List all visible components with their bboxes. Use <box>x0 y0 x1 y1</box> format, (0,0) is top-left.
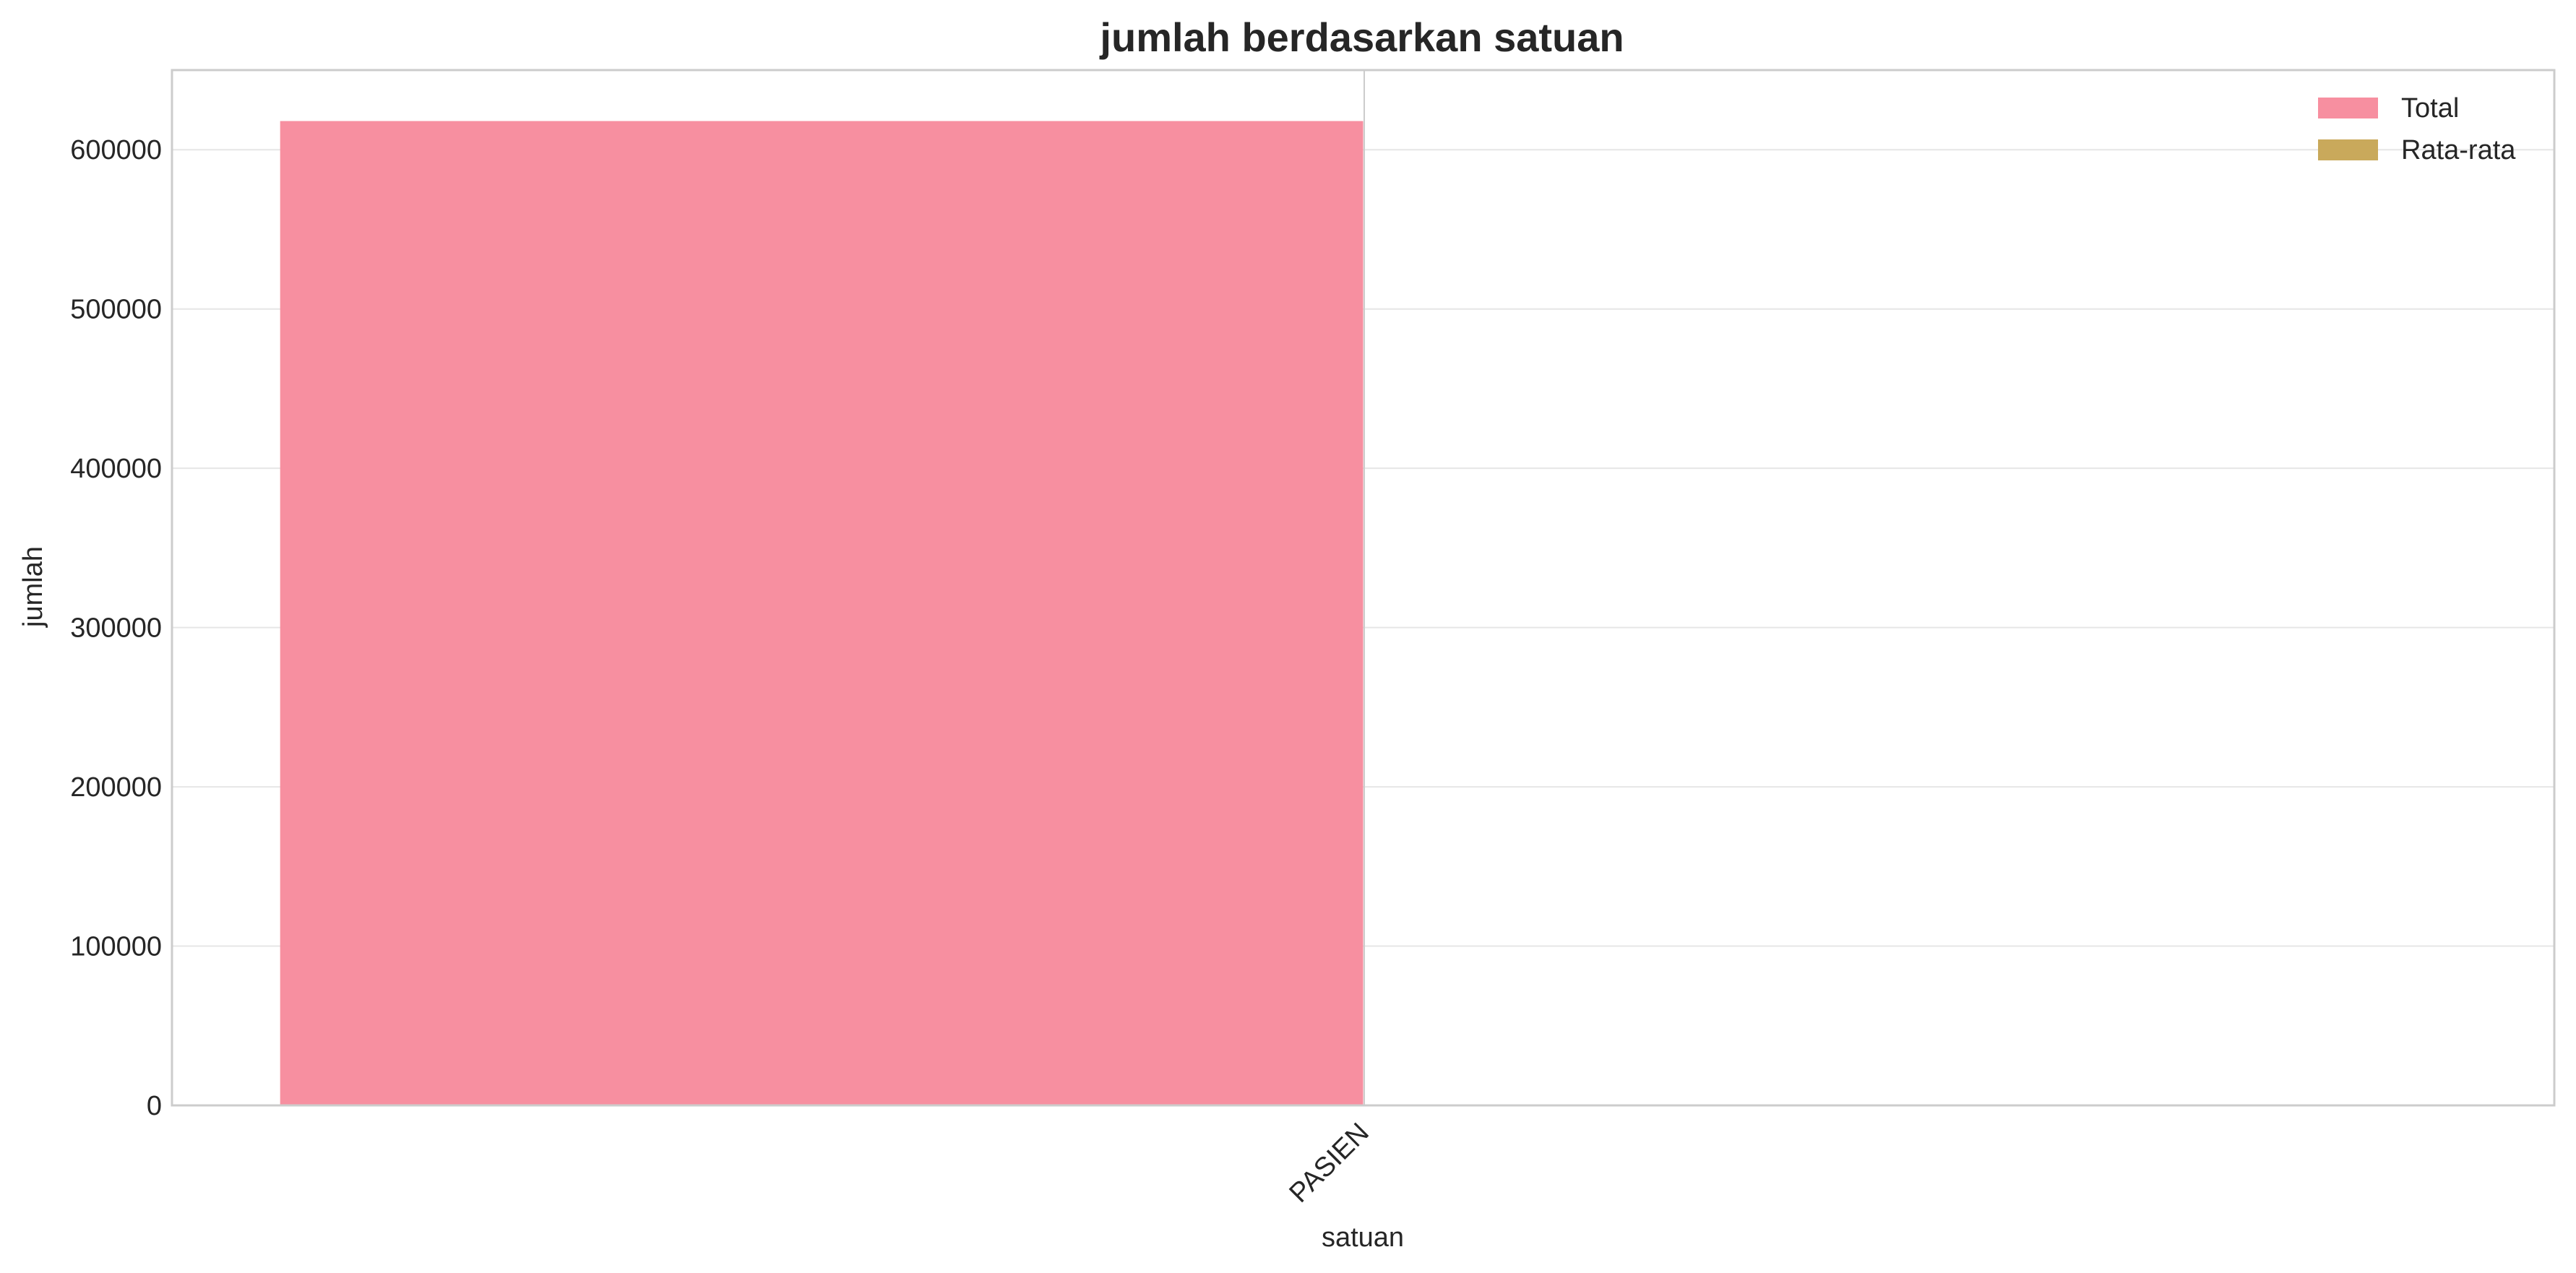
plot-frame <box>171 69 2556 1107</box>
y-tick-label: 600000 <box>70 135 162 165</box>
y-tick-label: 400000 <box>70 454 162 484</box>
legend-swatch <box>2318 98 2378 118</box>
chart-title: jumlah berdasarkan satuan <box>1099 14 1624 60</box>
y-tick-label: 200000 <box>70 772 162 803</box>
legend: Total Rata-rata <box>2318 93 2516 165</box>
y-axis-label: jumlah <box>18 546 48 628</box>
bar-total <box>280 121 1364 1105</box>
y-axis-ticks: 0 100000 200000 300000 400000 500000 600000 <box>70 135 162 1121</box>
x-axis-ticks: PASIEN <box>1284 1118 1375 1209</box>
legend-label: Rata-rata <box>2401 135 2516 165</box>
x-axis-label: satuan <box>1322 1222 1404 1253</box>
y-tick-label: 300000 <box>70 613 162 644</box>
bars <box>280 121 1364 1105</box>
y-tick-label: 500000 <box>70 295 162 325</box>
legend-swatch <box>2318 139 2378 160</box>
x-tick-label: PASIEN <box>1284 1118 1375 1209</box>
legend-label: Total <box>2401 93 2459 124</box>
y-tick-label: 100000 <box>70 932 162 962</box>
y-tick-label: 0 <box>147 1091 162 1121</box>
